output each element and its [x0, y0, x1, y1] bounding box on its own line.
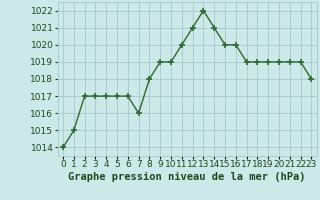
X-axis label: Graphe pression niveau de la mer (hPa): Graphe pression niveau de la mer (hPa) — [68, 172, 306, 182]
